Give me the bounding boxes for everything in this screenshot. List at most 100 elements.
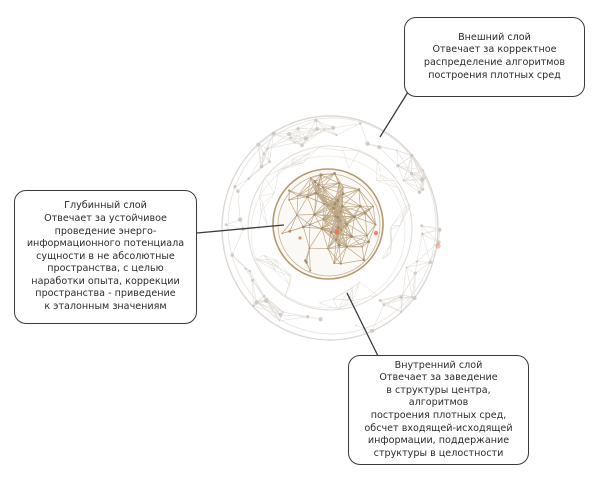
inner-mesh-line	[255, 258, 275, 271]
outer-mesh-node	[247, 177, 251, 180]
outer-mesh-node	[378, 298, 382, 302]
core-mesh-line	[314, 214, 324, 220]
outer-mesh-node	[264, 299, 269, 303]
outer-mesh-node	[256, 142, 261, 147]
core-mesh-line	[335, 215, 337, 233]
inner-mesh-line	[278, 163, 292, 171]
outer-mesh-line	[414, 273, 416, 299]
outer-mesh-line	[422, 229, 440, 235]
outer-mesh-node	[271, 131, 276, 136]
outer-mesh-line	[231, 254, 251, 272]
outer-mesh-line	[279, 316, 308, 321]
inner-mesh-line	[399, 206, 407, 226]
outer-mesh-line	[290, 137, 303, 146]
core-mesh-line	[297, 177, 311, 197]
inner-mesh-line	[271, 262, 275, 271]
inner-mesh-line	[285, 276, 292, 296]
core-mesh-line	[314, 203, 325, 215]
outer-mesh-line	[315, 119, 325, 130]
inner-mesh-line	[278, 267, 292, 277]
outer-mesh-line	[261, 153, 265, 167]
outer-mesh-node	[428, 260, 433, 265]
outer-mesh-node	[252, 304, 255, 308]
outer-mesh-line	[383, 294, 403, 305]
outer-mesh-line	[288, 133, 307, 139]
core-mesh-line	[314, 193, 317, 215]
core-mesh-node	[333, 262, 336, 265]
outer-ring-echo	[227, 117, 437, 335]
outer-mesh-line	[430, 242, 439, 263]
callout-deep-layer: Глубинный слой Отвечает за устойчивое пр…	[14, 190, 197, 324]
core-mesh-line	[288, 195, 299, 201]
outer-mesh-line	[297, 128, 307, 139]
outer-mesh-line	[252, 280, 257, 303]
outer-mesh-node	[282, 311, 285, 313]
outer-mesh-line	[225, 219, 241, 226]
outer-mesh-line	[305, 129, 325, 139]
outer-mesh-line	[336, 123, 361, 136]
outer-mesh-line	[422, 233, 439, 243]
outer-mesh-line	[265, 300, 284, 313]
outer-mesh-line	[402, 273, 416, 295]
outer-mesh-line	[280, 314, 308, 317]
core-mesh-node	[341, 192, 345, 196]
core-mesh-line	[354, 216, 368, 236]
core-mesh-line	[333, 207, 355, 217]
outer-mesh-line	[401, 297, 415, 313]
outer-mesh-node	[224, 223, 228, 227]
callout-deep-title: Глубинный слой	[64, 200, 147, 212]
inner-mesh-line	[381, 242, 392, 259]
callout-inner-layer: Внутренний слой Отвечает за заведение в …	[348, 355, 529, 465]
core-mesh-line	[307, 196, 315, 215]
core-mesh-line	[321, 228, 329, 249]
outer-mesh-node	[237, 217, 243, 222]
core-mesh-line	[364, 213, 368, 236]
outer-mesh-line	[396, 150, 413, 156]
core-mesh-node	[329, 231, 333, 234]
inner-mesh-line	[293, 152, 310, 159]
outer-mesh-node	[254, 300, 259, 305]
core-mesh-node	[366, 234, 369, 237]
outer-mesh-line	[359, 123, 368, 144]
core-mesh-line	[354, 212, 366, 217]
core-mesh-line	[361, 235, 368, 248]
outer-mesh-line	[267, 133, 290, 149]
inner-mesh-line	[359, 149, 378, 160]
core-mesh-line	[296, 214, 304, 228]
outer-mesh-line	[406, 267, 416, 274]
core-mesh-line	[368, 224, 376, 242]
outer-mesh-line	[397, 155, 413, 167]
core-mesh-line	[322, 186, 336, 204]
core-mesh-line	[309, 248, 311, 271]
inner-mesh-lines	[255, 147, 411, 311]
core-mesh-line	[320, 174, 324, 188]
core-mesh-line	[317, 186, 324, 194]
outer-mesh-node	[306, 315, 310, 319]
core-mesh-line	[358, 189, 374, 207]
inner-mesh-line	[352, 294, 378, 302]
core-mesh-line	[342, 193, 361, 207]
outer-mesh-line	[422, 234, 431, 263]
core-mesh-node	[334, 238, 338, 242]
core-mesh-line	[314, 173, 335, 182]
outer-mesh-line	[298, 128, 325, 130]
core-mesh-line	[363, 241, 369, 260]
core-mesh-line	[317, 174, 322, 185]
inner-mesh-line	[390, 225, 401, 230]
core-mesh-line	[339, 216, 355, 221]
core-mesh-line	[303, 226, 322, 229]
core-mesh-node	[327, 247, 329, 250]
core-mesh-line	[351, 216, 355, 237]
core-mesh-line	[309, 224, 311, 249]
outer-mesh-line	[411, 155, 413, 174]
core-mesh-line	[307, 184, 319, 198]
inner-mesh-line	[309, 147, 320, 154]
outer-mesh-line	[402, 267, 407, 295]
outer-mesh-node	[402, 179, 405, 182]
outer-mesh-line	[411, 273, 416, 298]
core-mesh-line	[324, 203, 343, 207]
outer-mesh-line	[403, 173, 412, 181]
outer-mesh-line	[406, 261, 418, 268]
core-mesh-line	[334, 203, 355, 217]
outer-mesh-line	[307, 316, 321, 320]
